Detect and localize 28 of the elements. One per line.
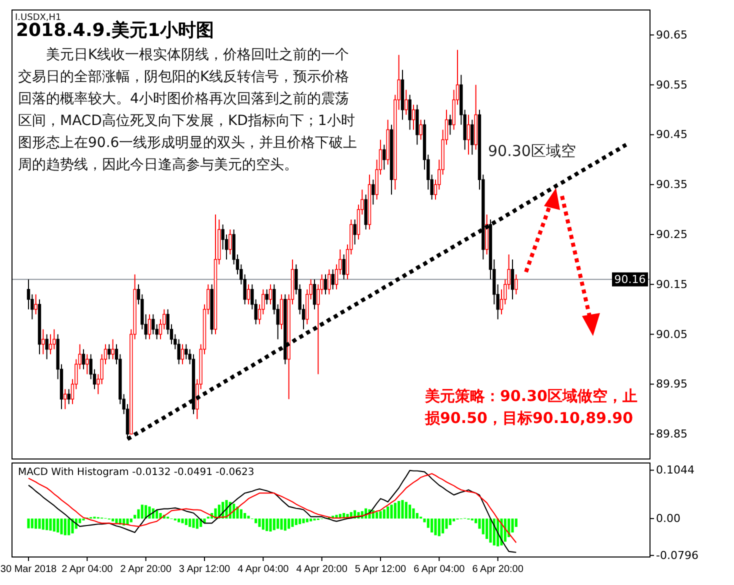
x-tick-label: 4 Apr 20:00 <box>296 564 348 575</box>
y-tick-label: 90.55 <box>656 78 688 92</box>
y-tick-label: 90.45 <box>656 128 688 142</box>
y-tick-label: 90.05 <box>656 328 688 341</box>
x-tick-label: 6 Apr 04:00 <box>414 564 466 575</box>
x-tick-label: 4 Apr 04:00 <box>238 564 290 575</box>
y-tick-label: 90.15 <box>656 278 688 291</box>
x-tick-label: 5 Apr 12:00 <box>354 564 407 575</box>
y-tick-label: 0.00 <box>656 512 680 526</box>
x-tick-label: 6 Apr 20:00 <box>472 564 524 575</box>
annotation: I.USDX,H1 <box>15 12 62 23</box>
annotation: 美元策略：90.30区域做空，止损90.50，目标90.10,89.90 <box>425 386 638 429</box>
y-tick-label: 89.95 <box>656 378 688 391</box>
chart-title: MACD With Histogram -0.0132 -0.0491 -0.0623 <box>18 467 254 478</box>
x-tick-label: 30 Mar 2018 <box>0 564 58 575</box>
annotation: 美元日K线收一根实体阴线，价格回吐之前的一个交易日的全部涨幅，阴包阳的K线反转信号，预示价格回落的概率较大。4小时图价格再次回落到之前的震荡区间，MACD高位死叉向下发展，KD指标向下；1小时图形态上在90.6一线形成明显的双头，并且价格下破上周的趋势线，因此今日逢高参与美元的空头。 <box>18 46 358 175</box>
x-tick-label: 2 Apr 20:00 <box>120 564 172 575</box>
x-tick-label: 3 Apr 12:00 <box>178 564 231 575</box>
y-tick-label: 0.1044 <box>656 464 694 477</box>
y-tick-label: 90.25 <box>656 228 688 241</box>
annotation: 90.30区域空 <box>488 142 577 160</box>
text: 2018.4.9.美元1小时图 <box>16 20 214 41</box>
ref-line-label: 90.16 <box>614 272 646 286</box>
x-tick-label: 2 Apr 04:00 <box>62 564 114 575</box>
y-tick-label: 90.65 <box>656 28 688 42</box>
y-tick-label: -0.0796 <box>656 548 698 562</box>
y-tick-label: 90.35 <box>656 178 688 192</box>
y-tick-label: 89.85 <box>656 428 688 441</box>
